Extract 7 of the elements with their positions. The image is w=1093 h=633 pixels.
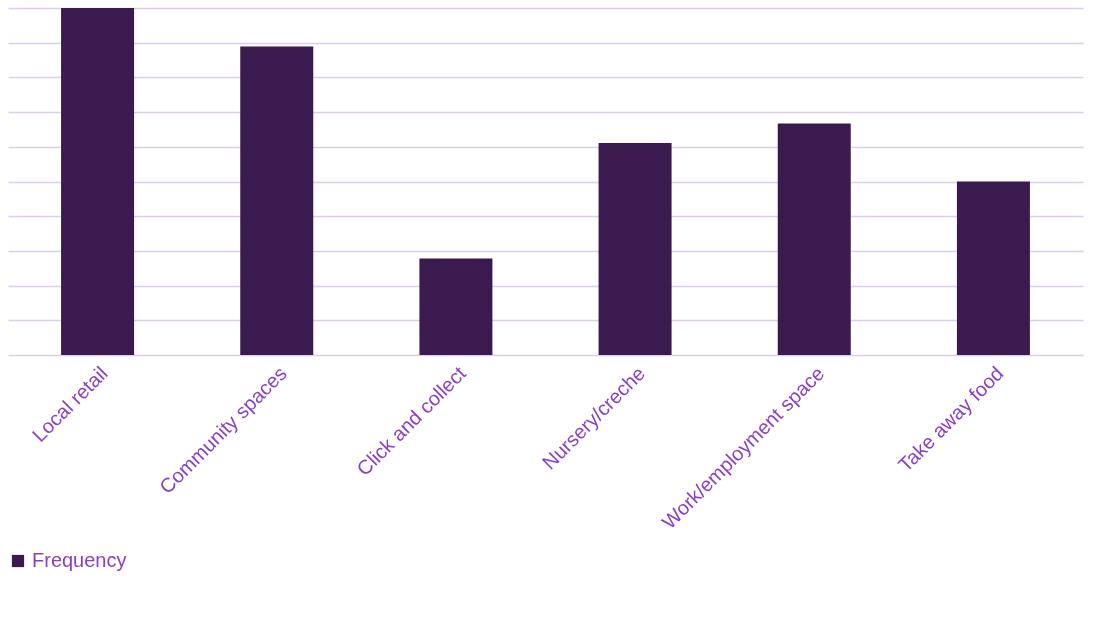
legend-label: Frequency (32, 549, 127, 571)
bar (419, 258, 493, 355)
bar (240, 46, 314, 355)
bar (777, 123, 851, 355)
bar (956, 181, 1030, 355)
bar (598, 142, 672, 355)
bar (61, 8, 135, 355)
